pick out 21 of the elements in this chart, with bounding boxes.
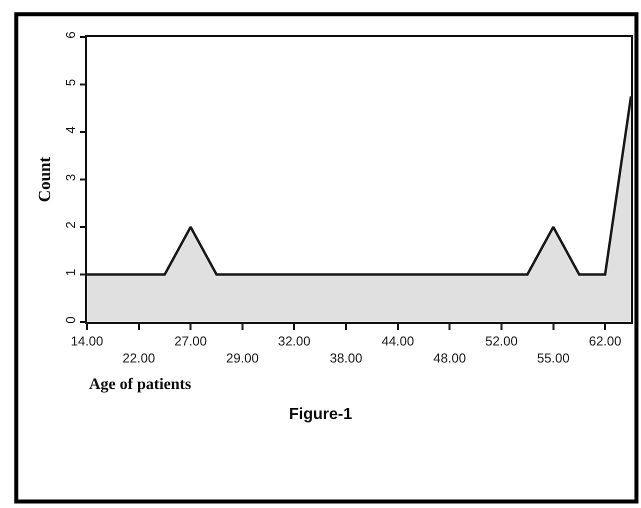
text: Figure-1 (289, 406, 352, 423)
x-tick-label: 29.00 (226, 350, 259, 366)
x-tick-label: 48.00 (433, 350, 466, 366)
x-tick-label: 44.00 (382, 334, 414, 349)
y-tick-label: 5 (62, 78, 78, 86)
x-tick-label: 32.00 (278, 334, 311, 349)
x-tick-label: 55.00 (537, 350, 570, 366)
y-tick-label: 4 (62, 126, 78, 134)
x-tick-label: 27.00 (174, 334, 207, 349)
y-tick-label: 1 (62, 268, 78, 276)
y-tick-label: 2 (62, 221, 78, 229)
x-axis-title: Age of patients (89, 376, 192, 393)
x-tick-label: 22.00 (122, 350, 156, 366)
x-tick-label: 62.00 (588, 334, 622, 349)
y-axis-title: Count (34, 156, 54, 202)
x-tick-label: 38.00 (330, 350, 362, 366)
y-tick-label: 6 (62, 31, 78, 39)
x-tick-label: 52.00 (485, 334, 518, 349)
y-tick-label: 0 (62, 316, 78, 324)
x-tick-label: 14.00 (70, 334, 104, 349)
y-tick-label: 3 (62, 174, 78, 182)
